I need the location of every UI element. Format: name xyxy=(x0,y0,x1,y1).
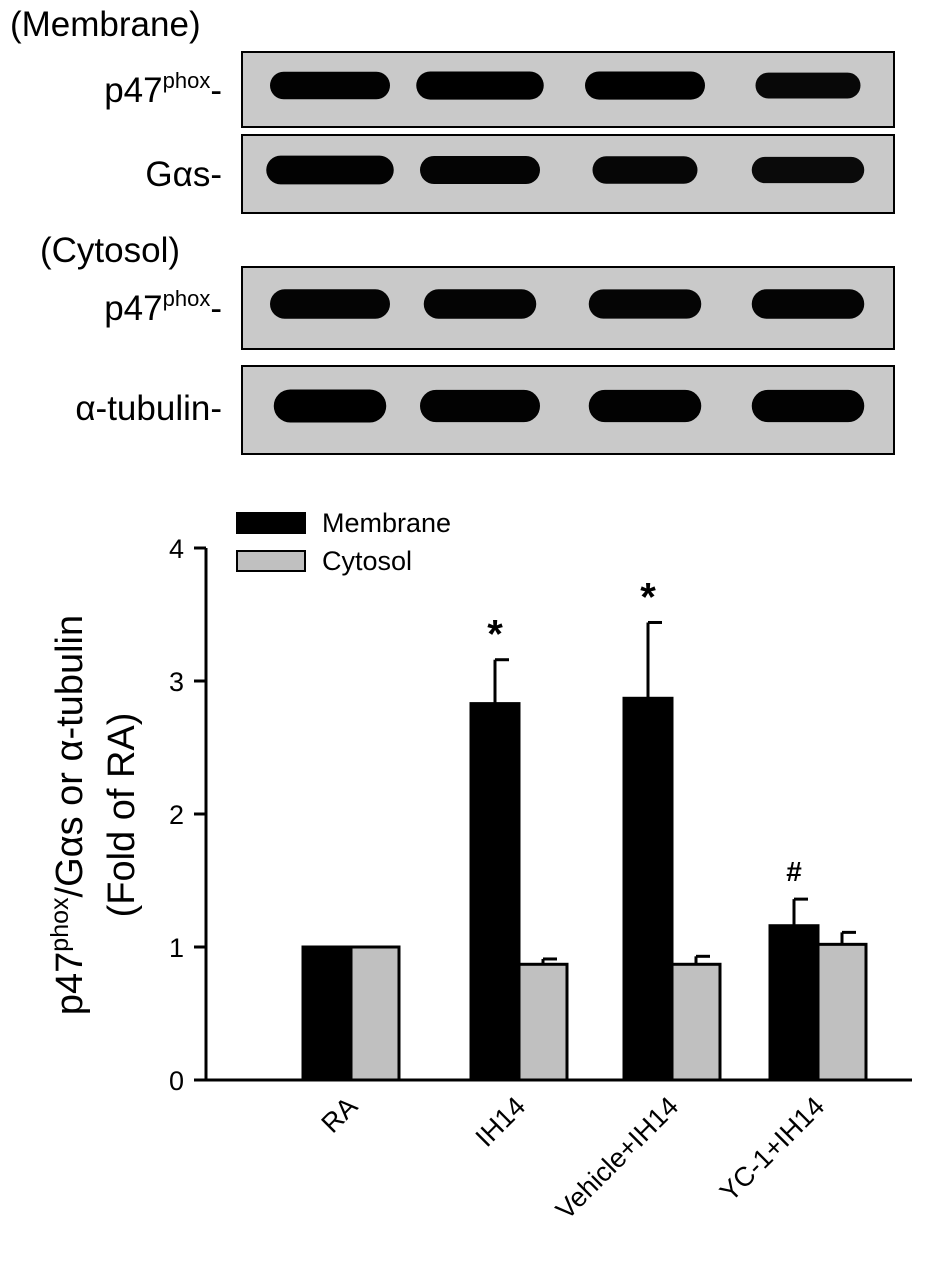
bar-membrane xyxy=(768,924,820,1082)
legend-label: Cytosol xyxy=(322,546,412,576)
blot-band xyxy=(420,155,540,185)
blot-band xyxy=(423,289,537,319)
blot-label-suffix: - xyxy=(210,71,222,110)
blot-row: p47phox- xyxy=(104,51,895,128)
membrane-section-label: (Membrane) xyxy=(10,5,201,44)
y-axis-label-sup: phox xyxy=(46,897,74,952)
legend-swatch-cytosol xyxy=(236,550,306,572)
bar-cytosol xyxy=(670,962,722,1082)
x-category-label: RA xyxy=(316,1091,364,1139)
blot-band xyxy=(416,71,544,100)
y-tick-label: 4 xyxy=(169,534,184,564)
blot-band xyxy=(751,389,865,423)
legend: Membrane Cytosol xyxy=(236,508,451,576)
blot-row-label: p47phox- xyxy=(104,286,222,328)
y-axis-label-rest: /Gαs or α-tubulin xyxy=(49,615,91,898)
blot-row-label: p47phox- xyxy=(104,68,222,110)
legend-swatch-membrane xyxy=(236,512,306,534)
blot-band xyxy=(751,156,865,184)
blot-band xyxy=(273,389,387,423)
y-axis-label-line2: (Fold of RA) xyxy=(101,713,143,918)
cytosol-section-label: (Cytosol) xyxy=(40,231,180,270)
significance-marker: * xyxy=(487,613,503,657)
x-category-label: IH14 xyxy=(470,1091,532,1153)
significance-marker: * xyxy=(640,575,656,619)
bar-membrane xyxy=(622,696,674,1082)
western-blot-panel: p47phox-Gαs-p47phox-α-tubulin- xyxy=(75,51,895,455)
blot-band xyxy=(266,155,394,185)
chart-bars: RA IH14 Vehicle+IH14 YC-1+IH14 * * # xyxy=(301,575,868,1225)
blot-label-sup: phox xyxy=(163,286,211,311)
x-category-label: YC-1+IH14 xyxy=(714,1091,830,1207)
blot-row: p47phox- xyxy=(104,266,895,350)
bar-cytosol xyxy=(816,942,868,1082)
x-category-label: Vehicle+IH14 xyxy=(550,1091,684,1225)
blot-band xyxy=(588,389,702,423)
blot-label-main: Gαs- xyxy=(145,155,222,194)
blot-label-suffix: - xyxy=(210,289,222,328)
y-tick-label: 1 xyxy=(169,933,184,963)
blot-row: Gαs- xyxy=(145,134,895,214)
bar-cytosol xyxy=(517,962,569,1082)
y-tick-label: 0 xyxy=(169,1066,184,1096)
blot-band xyxy=(755,72,861,99)
blot-band xyxy=(270,289,390,319)
blot-band xyxy=(270,71,390,100)
blot-band xyxy=(588,289,702,319)
blot-label-main: p47 xyxy=(104,71,162,110)
y-tick-label: 3 xyxy=(169,667,184,697)
bar-chart: Membrane Cytosol 0 1 2 3 4 RA IH14 Vehicle+IH14… xyxy=(46,508,912,1225)
blot-band xyxy=(585,71,705,100)
blot-label-main: α-tubulin- xyxy=(75,389,222,428)
blot-band xyxy=(751,289,865,319)
blot-band xyxy=(420,389,540,423)
blot-row-label: Gαs- xyxy=(145,155,222,194)
significance-marker: # xyxy=(786,856,802,887)
y-tick-label: 2 xyxy=(169,800,184,830)
y-axis-label: p47phox/Gαs or α-tubulin (Fold of RA) xyxy=(46,615,143,1015)
y-axis-label-main: p47 xyxy=(49,952,91,1015)
blot-row-label: α-tubulin- xyxy=(75,389,222,428)
bar-cytosol xyxy=(349,945,401,1082)
legend-label: Membrane xyxy=(322,508,451,538)
blot-band xyxy=(592,156,698,184)
svg-text:p47phox/Gαs or α-tubulin: p47phox/Gαs or α-tubulin xyxy=(46,615,91,1015)
bar-membrane xyxy=(469,702,521,1082)
blot-label-main: p47 xyxy=(104,289,162,328)
blot-label-sup: phox xyxy=(163,68,211,93)
bar-membrane xyxy=(301,945,353,1082)
blot-row: α-tubulin- xyxy=(75,365,895,455)
